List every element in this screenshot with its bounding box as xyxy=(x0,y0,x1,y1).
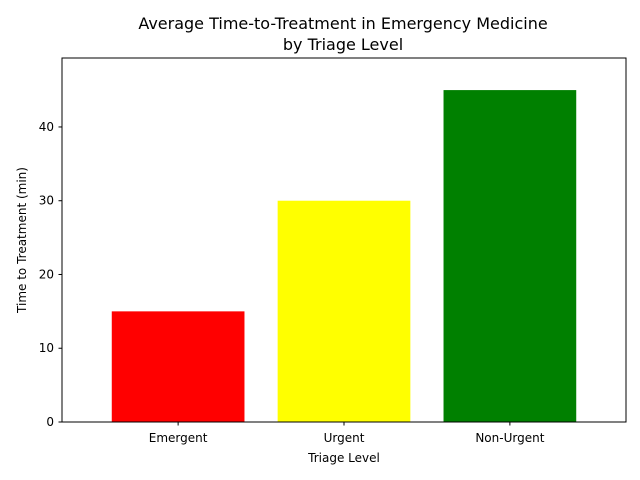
x-axis-ticks: Emergent Urgent Non-Urgent xyxy=(149,422,545,445)
x-axis-label: Triage Level xyxy=(307,451,380,465)
y-tick-label: 0 xyxy=(46,415,54,429)
y-axis-label: Time to Treatment (min) xyxy=(15,167,29,314)
chart-title: Average Time-to-Treatment in Emergency M… xyxy=(138,14,547,33)
y-tick-label: 10 xyxy=(39,341,54,355)
chart-subtitle: by Triage Level xyxy=(283,35,403,54)
x-tick-label: Emergent xyxy=(149,431,208,445)
y-axis-ticks: 0 10 20 30 40 xyxy=(39,120,62,429)
bar-urgent xyxy=(277,200,411,422)
plot-frame xyxy=(61,57,627,423)
bar-emergent xyxy=(111,311,245,422)
y-tick-label: 30 xyxy=(39,194,54,208)
bar-non-urgent xyxy=(443,90,577,422)
bars-group xyxy=(111,90,577,422)
x-tick-label: Urgent xyxy=(324,431,365,445)
y-tick-label: 40 xyxy=(39,120,54,134)
x-tick-label: Non-Urgent xyxy=(475,431,544,445)
y-tick-label: 20 xyxy=(39,267,54,281)
